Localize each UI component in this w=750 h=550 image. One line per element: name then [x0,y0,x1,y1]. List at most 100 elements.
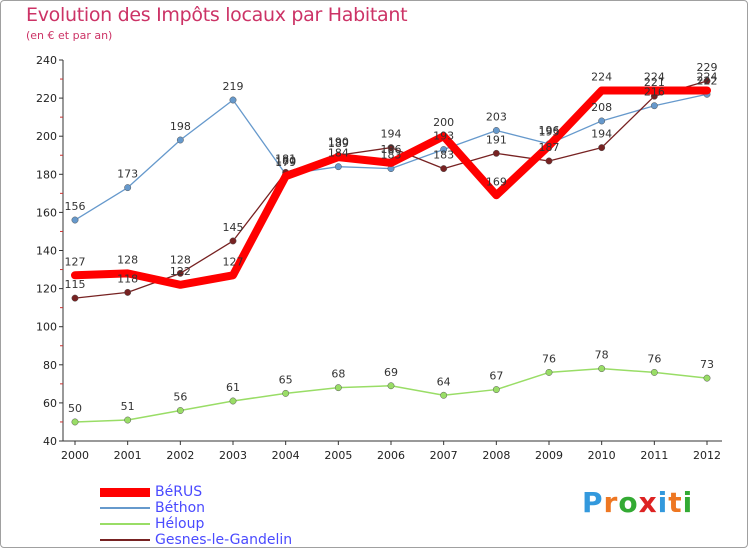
data-label-berus: 122 [170,265,191,278]
y-tick-label: 160 [36,206,57,219]
data-label-bethon: 184 [328,147,349,160]
data-label-bethon: 222 [697,74,718,87]
x-tick-label: 2007 [430,449,458,462]
data-point-gesnes-le-gandelin [176,269,184,277]
legend-swatch [100,539,150,541]
data-point-berus [124,270,131,277]
data-point-berus [335,153,342,161]
data-point-bethon [650,102,658,110]
data-label-berus: 128 [117,253,138,266]
x-tick-label: 2006 [377,449,405,462]
x-tick-label: 2012 [693,449,721,462]
data-point-heloup [650,368,658,376]
data-label-gesnes-le-gandelin: 221 [644,76,665,89]
legend-label: BéRUS [155,484,203,500]
legend-swatch [100,523,150,525]
data-label-heloup: 65 [279,373,293,386]
data-label-heloup: 78 [595,349,609,362]
data-label-heloup: 76 [647,352,661,365]
data-label-heloup: 73 [700,358,714,371]
y-tick-label: 180 [36,168,57,181]
data-label-gesnes-le-gandelin: 128 [170,253,191,266]
logo-letter: i [682,486,694,519]
data-point-berus [71,272,79,279]
legend-item-heloup: Héloup [100,516,292,532]
data-label-heloup: 69 [384,366,398,379]
data-label-berus: 224 [591,70,612,83]
legend-item-berus: BéRUS [100,484,292,500]
y-tick-label: 200 [36,130,57,143]
legend-label: Gesnes-le-Gandelin [155,532,293,548]
data-label-berus: 179 [275,156,296,169]
data-point-berus [545,142,553,149]
logo-letter: x [638,486,658,519]
data-label-heloup: 64 [437,375,451,388]
data-point-berus [440,132,447,140]
chart-subtitle: (en € et par an) [26,29,113,42]
data-point-berus [493,192,500,199]
data-label-bethon: 196 [539,124,560,137]
data-point-berus [703,87,711,94]
data-label-bethon: 203 [486,110,507,123]
x-tick-label: 2008 [482,449,510,462]
data-point-berus [282,172,289,180]
data-label-berus: 127 [223,255,244,268]
x-tick-label: 2010 [588,449,616,462]
line-chart: 40 60 80 100 120 140 160 180 200 220 240 2000 2001 20… [36,54,722,462]
y-tick-label: 100 [36,321,57,334]
data-point-gesnes-le-gandelin [387,144,395,152]
logo-letter: o [618,486,639,519]
data-label-gesnes-le-gandelin: 118 [117,272,138,285]
chart-title: Evolution des Impôts locaux par Habitant [26,4,408,26]
legend-item-gesnes-le-gandelin: Gesnes-le-Gandelin [100,532,292,548]
legend-swatch [100,487,150,497]
data-point-heloup [440,391,448,399]
data-point-heloup [598,365,606,373]
legend: BéRUS Béthon Héloup Gesnes-le-Gandelin [100,484,292,548]
y-tick-label: 140 [36,245,57,258]
data-point-heloup [703,374,711,382]
y-tick-label: 220 [36,92,57,105]
data-point-bethon [598,117,606,125]
data-label-heloup: 68 [331,368,345,381]
data-label-gesnes-le-gandelin: 191 [486,133,507,146]
data-label-gesnes-le-gandelin: 115 [65,278,86,291]
logo-letter: i [657,486,669,519]
data-point-gesnes-le-gandelin [598,144,606,152]
data-label-bethon: 183 [381,149,402,162]
data-point-heloup [545,368,553,376]
data-label-gesnes-le-gandelin: 190 [328,135,349,148]
x-tick-label: 2009 [535,449,563,462]
data-label-bethon: 198 [170,120,191,133]
data-label-berus: 224 [644,70,665,83]
data-point-gesnes-le-gandelin [124,288,132,296]
legend-swatch [100,507,150,509]
logo-letter: r [603,486,619,519]
data-label-gesnes-le-gandelin: 194 [591,128,612,141]
data-point-gesnes-le-gandelin [545,157,553,165]
data-label-bethon: 173 [117,168,138,181]
data-point-bethon [176,136,184,144]
data-label-gesnes-le-gandelin: 181 [275,152,296,165]
x-tick-label: 2003 [219,449,247,462]
data-point-bethon [124,184,132,192]
data-point-bethon [71,216,79,224]
data-label-berus: 224 [697,70,718,83]
data-label-heloup: 51 [121,400,135,413]
data-label-heloup: 61 [226,381,240,394]
data-point-berus [177,281,184,289]
x-tick-label: 2004 [272,449,300,462]
x-tick-label: 2000 [61,449,89,462]
data-point-heloup [124,416,132,424]
data-point-heloup [176,407,184,414]
data-label-gesnes-le-gandelin: 145 [223,221,244,234]
data-point-berus [598,87,605,94]
data-point-gesnes-le-gandelin [703,77,711,85]
data-label-bethon: 180 [275,154,296,167]
y-tick-label: 120 [36,283,57,296]
data-point-gesnes-le-gandelin [229,237,237,245]
y-tick-label: 40 [43,435,57,448]
data-label-bethon: 156 [65,200,86,213]
data-label-bethon: 208 [591,101,612,114]
